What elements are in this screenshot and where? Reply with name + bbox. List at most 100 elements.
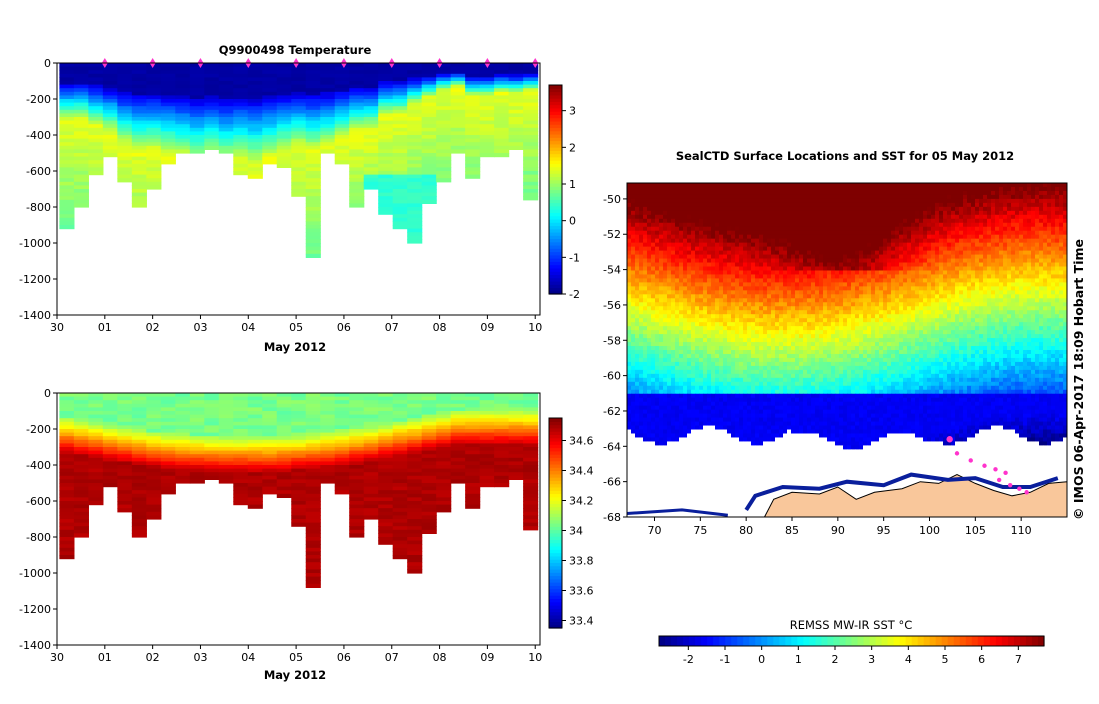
sst-cell [887,219,892,223]
section-cell [306,566,321,570]
section-cell [103,146,118,150]
sst-cell [879,267,884,271]
section-cell [393,461,408,465]
sst-cell [707,223,712,227]
sst-cell [667,187,672,191]
sst-cell [675,267,680,271]
section-cell [132,200,147,204]
sst-cell [791,219,796,223]
section-cell [132,512,147,516]
section-cell [262,99,277,103]
sst-cell [707,263,712,267]
sst-cell [911,195,916,199]
sst-cell [631,231,636,235]
section-cell [117,67,132,71]
section-cell [378,124,393,128]
section-cell [146,153,161,157]
sst-cell [831,270,836,274]
sst-cell [1003,199,1008,203]
sst-cell [911,211,916,215]
sst-cell [923,203,928,207]
section-cell [407,99,422,103]
sst-cell [763,239,768,243]
sst-cell [1047,247,1052,251]
sst-cell [907,239,912,243]
section-cell [146,171,161,175]
sst-cell [947,191,952,195]
section-cell [393,512,408,516]
section-cell [320,146,335,150]
sst-cell [879,183,884,187]
sst-cell [739,247,744,251]
sst-cell [875,215,880,219]
sst-cell [811,227,816,231]
sst-cell [1007,211,1012,215]
section-cell [248,415,263,419]
section-cell [146,447,161,451]
section-cell [364,175,379,179]
section-cell [509,124,524,128]
section-cell [393,221,408,225]
sst-cell [887,199,892,203]
sst-cell [839,211,844,215]
section-cell [146,92,161,96]
sst-cell [843,187,848,191]
sst-cell [951,231,956,235]
sst-cell [687,187,692,191]
sst-cell [699,243,704,247]
section-cell [407,530,422,534]
section-cell [262,113,277,117]
sst-cell [779,199,784,203]
section-cell [291,422,306,426]
sst-cell [847,183,852,187]
section-cell [393,490,408,494]
section-cell [320,440,335,444]
sst-cell [715,235,720,239]
sst-cell [855,183,860,187]
sst-cell [811,207,816,211]
section-cell [509,128,524,132]
sst-cell [799,267,804,271]
sst-cell [695,247,700,251]
sst-cell [687,235,692,239]
section-cell [480,92,495,96]
section-cell [364,483,379,487]
sst-cell [979,187,984,191]
section-cell [407,551,422,555]
section-cell [509,121,524,125]
sst-cell [795,199,800,203]
sst-cell [795,267,800,271]
y-tick-label: -1200 [19,603,51,616]
section-cell [393,113,408,117]
sst-cell [763,223,768,227]
section-cell [233,469,248,473]
sst-cell [795,247,800,251]
section-cell [262,411,277,415]
sst-cell [903,219,908,223]
sst-cell [983,215,988,219]
sst-cell [1043,227,1048,231]
section-cell [349,92,364,96]
sst-cell [891,215,896,219]
sst-cell [795,251,800,255]
section-cell [190,110,205,114]
sst-cell [1027,263,1032,267]
sst-cell [799,231,804,235]
section-cell [88,501,103,505]
section-cell [349,139,364,143]
section-cell [349,74,364,78]
section-cell [335,92,350,96]
section-cell [349,193,364,197]
sst-cell [891,270,896,274]
sst-cell [639,231,644,235]
sst-cell [923,263,928,267]
section-cell [117,178,132,182]
section-cell [523,110,538,114]
sst-cell [643,183,648,187]
section-cell [146,128,161,132]
sst-cell [651,207,656,211]
sst-cell [827,195,832,199]
sst-cell [651,274,656,278]
section-cell [335,422,350,426]
sst-cell [1051,255,1056,259]
